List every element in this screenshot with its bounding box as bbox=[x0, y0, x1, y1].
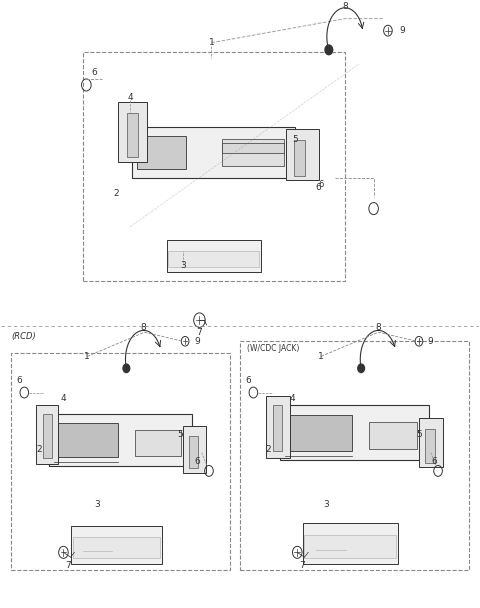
Bar bbox=[285, 415, 351, 451]
Bar bbox=[294, 140, 305, 176]
Text: (W/CDC JACK): (W/CDC JACK) bbox=[247, 344, 300, 353]
Text: 1: 1 bbox=[208, 38, 214, 47]
Circle shape bbox=[123, 364, 130, 373]
Bar bbox=[118, 102, 147, 162]
Text: 7: 7 bbox=[299, 561, 305, 570]
Text: 3: 3 bbox=[94, 500, 100, 508]
Bar bbox=[287, 130, 319, 180]
Bar bbox=[43, 414, 52, 458]
Bar bbox=[304, 536, 396, 558]
Bar bbox=[127, 112, 138, 157]
Bar bbox=[273, 405, 282, 452]
Text: 4: 4 bbox=[127, 92, 133, 102]
Bar bbox=[167, 240, 261, 272]
Text: 2: 2 bbox=[113, 189, 119, 198]
Bar bbox=[240, 341, 469, 570]
Bar bbox=[280, 406, 429, 460]
Text: 6: 6 bbox=[17, 376, 23, 385]
Bar bbox=[425, 429, 435, 463]
Text: 7: 7 bbox=[65, 561, 71, 570]
Text: 3: 3 bbox=[323, 500, 329, 508]
Bar bbox=[137, 136, 186, 169]
Text: 6: 6 bbox=[246, 376, 252, 385]
Bar bbox=[36, 405, 59, 464]
Bar bbox=[222, 139, 284, 167]
Text: 4: 4 bbox=[290, 394, 295, 403]
Bar bbox=[168, 251, 259, 267]
Text: 5: 5 bbox=[292, 135, 298, 143]
Bar bbox=[135, 430, 180, 456]
Circle shape bbox=[325, 45, 333, 55]
Bar bbox=[266, 396, 289, 458]
Bar bbox=[183, 426, 206, 473]
Bar bbox=[49, 414, 192, 466]
Text: 4: 4 bbox=[60, 394, 66, 403]
Bar bbox=[72, 537, 160, 558]
Bar bbox=[132, 128, 295, 178]
Text: 1: 1 bbox=[84, 352, 90, 361]
Text: 9: 9 bbox=[427, 337, 433, 346]
Text: 6: 6 bbox=[432, 457, 438, 466]
Text: 3: 3 bbox=[180, 261, 186, 271]
Bar bbox=[11, 353, 230, 570]
Text: 9: 9 bbox=[194, 337, 200, 346]
Circle shape bbox=[358, 364, 364, 373]
Text: 5: 5 bbox=[416, 430, 422, 439]
Bar bbox=[222, 142, 284, 153]
Text: 9: 9 bbox=[399, 26, 405, 35]
Text: 8: 8 bbox=[342, 2, 348, 11]
Bar bbox=[370, 422, 417, 449]
Text: 6: 6 bbox=[92, 69, 97, 77]
Text: 8: 8 bbox=[141, 323, 146, 333]
Text: 1: 1 bbox=[318, 352, 324, 361]
Bar bbox=[54, 424, 118, 457]
Text: 5: 5 bbox=[178, 430, 183, 439]
Text: 6: 6 bbox=[318, 180, 324, 189]
Bar bbox=[71, 526, 162, 564]
Text: 7: 7 bbox=[197, 328, 202, 337]
Bar bbox=[189, 436, 198, 468]
Text: 2: 2 bbox=[37, 445, 42, 454]
Text: 2: 2 bbox=[266, 445, 272, 454]
Text: 8: 8 bbox=[375, 323, 381, 333]
Text: (RCD): (RCD) bbox=[11, 332, 36, 341]
Bar bbox=[420, 418, 443, 468]
Text: 6: 6 bbox=[194, 457, 200, 466]
Text: 6: 6 bbox=[316, 183, 322, 192]
Bar bbox=[303, 523, 398, 564]
Bar bbox=[83, 52, 345, 281]
